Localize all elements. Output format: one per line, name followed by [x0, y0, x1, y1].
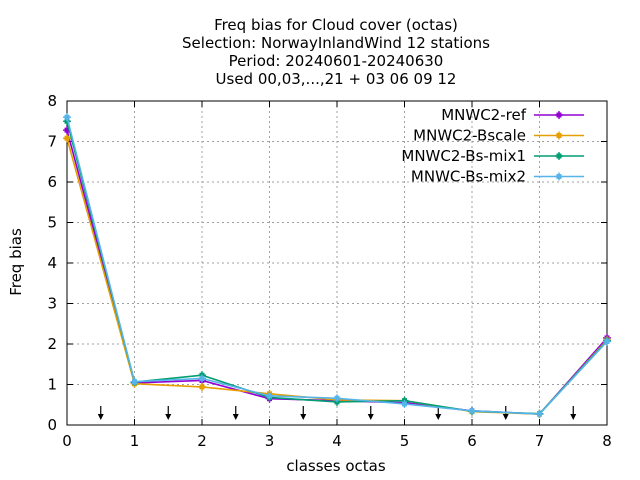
data-point [198, 374, 206, 383]
data-point [603, 337, 611, 346]
y-tick-label: 2 [47, 335, 57, 353]
legend-label: MNWC2-Bscale [413, 127, 526, 145]
x-tick-label: 0 [62, 432, 72, 450]
legend-item: MNWC-Bs-mix2 [411, 168, 584, 186]
data-point [468, 406, 476, 415]
series-group [63, 113, 611, 419]
x-axis-label: classes octas [286, 457, 386, 475]
x-tick-label: 8 [602, 432, 612, 450]
legend-label: MNWC2-ref [441, 106, 526, 124]
data-point [333, 394, 341, 403]
arrow-marker [570, 406, 577, 420]
axis-ticks [66, 100, 608, 426]
x-tick-label: 5 [400, 432, 410, 450]
x-tick-label: 1 [130, 432, 140, 450]
legend-swatch-marker [555, 172, 563, 181]
data-point [400, 399, 409, 408]
title-line-2: Selection: NorwayInlandWind 12 stations [182, 34, 490, 52]
data-point [535, 410, 544, 419]
data-point [63, 113, 71, 122]
x-tick-label: 3 [265, 432, 275, 450]
y-tick-label: 3 [47, 295, 57, 313]
y-axis-label: Freq bias [7, 228, 25, 296]
x-tick-label: 2 [197, 432, 207, 450]
legend-item: MNWC2-Bscale [413, 127, 584, 145]
title-line-3: Period: 20240601-20240630 [229, 52, 444, 70]
x-tick-labels: 0 1 2 3 4 5 6 7 8 [62, 432, 612, 450]
y-tick-label: 5 [47, 214, 57, 232]
legend-swatch-marker [555, 152, 563, 160]
y-tick-label: 7 [47, 133, 57, 151]
data-point [265, 391, 274, 400]
y-tick-labels: 0 1 2 3 4 5 6 7 8 [47, 92, 57, 434]
arrow-marker [232, 406, 239, 420]
data-point [63, 134, 71, 143]
arrow-marker [165, 406, 172, 420]
chart-title: Freq bias for Cloud cover (octas) Select… [182, 16, 490, 88]
data-point [198, 382, 206, 391]
legend-swatch-marker [555, 111, 563, 119]
series-MNWC-Bs-mix2 [63, 113, 611, 419]
legend-swatch-marker [555, 131, 563, 140]
x-tick-label: 7 [535, 432, 545, 450]
arrow-marker [300, 406, 307, 420]
y-tick-label: 1 [47, 376, 57, 394]
grid [67, 101, 607, 425]
y-tick-label: 0 [47, 416, 57, 434]
legend-item: MNWC2-Bs-mix1 [401, 147, 584, 165]
x-tick-label: 6 [467, 432, 477, 450]
arrow-marker [367, 406, 374, 420]
arrow-marker [97, 406, 104, 420]
arrow-markers [97, 406, 577, 420]
legend: MNWC2-ref MNWC2-Bscale MNWC2-Bs-mix1 MNWC-B… [401, 106, 584, 186]
data-point [130, 377, 139, 386]
x-tick-label: 4 [332, 432, 342, 450]
legend-item: MNWC2-ref [441, 106, 584, 124]
y-tick-label: 8 [47, 92, 57, 110]
legend-label: MNWC2-Bs-mix1 [401, 147, 526, 165]
title-line-4: Used 00,03,...,21 + 03 06 09 12 [216, 70, 457, 88]
y-tick-label: 4 [47, 254, 57, 272]
legend-label: MNWC-Bs-mix2 [411, 168, 526, 186]
title-line-1: Freq bias for Cloud cover (octas) [214, 16, 458, 34]
y-tick-label: 6 [47, 173, 57, 191]
